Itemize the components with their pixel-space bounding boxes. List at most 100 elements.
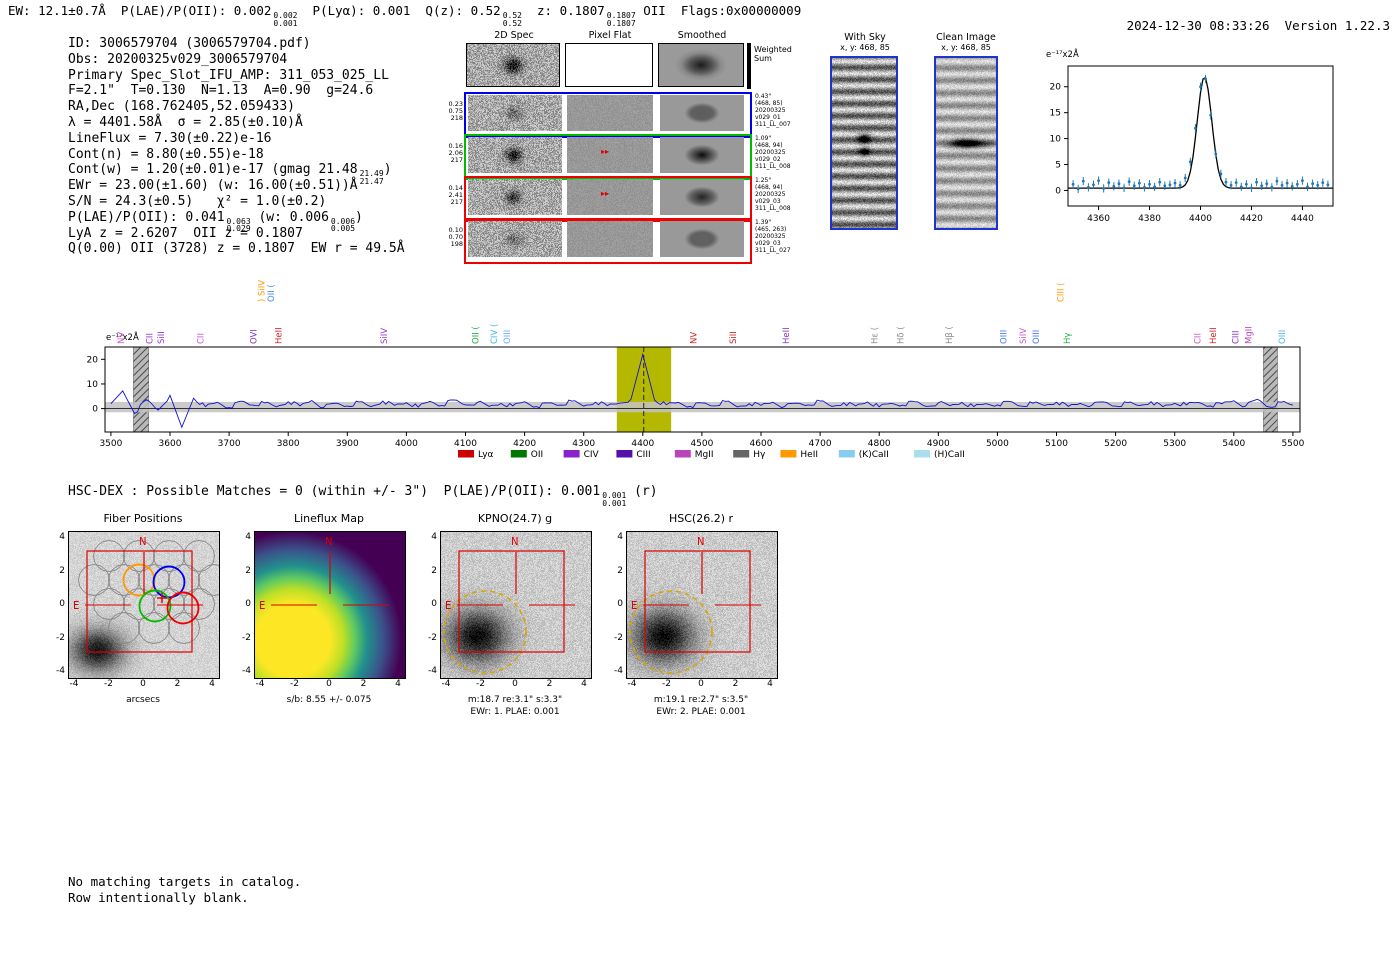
cutout-y-tick: 0	[416, 599, 437, 609]
stacked-error-value: 0.001 0.001	[602, 492, 626, 507]
spectrum-x-tick-label: 4400	[631, 439, 654, 449]
data-point	[1265, 182, 1268, 185]
spectrum-x-tick-label: 4200	[513, 439, 536, 449]
fiber-smoothed-strip	[660, 95, 744, 131]
header-stats-line: EW: 12.1±0.7Å P(LAE)/P(OII): 0.002 0.002 0…	[8, 3, 801, 27]
legend-label: OII	[531, 450, 543, 460]
data-point	[1153, 185, 1156, 188]
cutout-y-tick: 0	[230, 599, 251, 609]
spectrum-x-tick-label: 4600	[750, 439, 773, 449]
legend-label: CIV	[584, 450, 600, 460]
data-point	[1133, 184, 1136, 187]
detection-info-block: ID: 3006579704 (3006579704.pdf) Obs: 2020…	[68, 36, 405, 257]
data-point	[1245, 183, 1248, 186]
info-line: EWr = 23.00(±1.60) (w: 16.00(±0.51))Å	[68, 178, 405, 194]
spectrum-x-tick-label: 5100	[1045, 439, 1068, 449]
inset-y-tick-label: 5	[1055, 161, 1061, 171]
weighted-sum-2dspec	[466, 43, 560, 87]
data-point	[1112, 185, 1115, 188]
text-segment: λ = 4401.58Å σ = 2.85(±0.10)Å	[68, 115, 303, 130]
data-point	[1082, 180, 1085, 183]
emission-line-label: Hε (	[870, 327, 880, 344]
cutout-y-tick: -2	[416, 633, 437, 643]
fiber-row-annotation: 1.09" (468, 94) 20200325 v029_02 311_LL_008	[755, 136, 801, 171]
text-segment: HSC-DEX : Possible Matches = 0 (within +…	[68, 484, 600, 499]
text-segment: (w: 0.006	[251, 210, 329, 225]
spectrum-frame	[105, 347, 1300, 432]
data-point	[1235, 181, 1238, 184]
cutout-x-tick: -4	[622, 679, 642, 689]
legend-swatch	[839, 450, 855, 458]
emission-line-label: OIII	[1278, 330, 1288, 344]
fiber-ann-amp: 311_LL_027	[755, 248, 801, 255]
cutout-x-tick: 4	[760, 679, 780, 689]
cutout-y-tick: 2	[230, 566, 251, 576]
data-point	[1225, 181, 1228, 184]
clean-image-panel: Clean Image x, y: 468, 85	[930, 32, 1002, 247]
footer-note: No matching targets in catalog. Row inte…	[68, 874, 301, 905]
cutout-y-tick: 0	[44, 599, 65, 609]
data-point	[1255, 181, 1258, 184]
legend-swatch	[511, 450, 527, 458]
data-point	[1286, 182, 1289, 185]
info-line: Cont(w) = 1.20(±0.01)e-17 (gmag 21.48 21.…	[68, 162, 405, 178]
data-point	[1316, 184, 1319, 187]
emission-line-label: CIII (	[1057, 283, 1067, 302]
stacked-lo: 0.52	[503, 20, 522, 28]
weighted-sum-smoothed	[658, 43, 744, 87]
cutout-image	[626, 531, 778, 679]
info-line: LineFlux = 7.30(±0.22)e-16	[68, 131, 405, 147]
text-segment: Q(0.00) OII (3728) z = 0.1807 EW r = 49.…	[68, 241, 405, 256]
text-segment: )	[384, 162, 392, 177]
emission-line-label: SiII	[729, 331, 739, 344]
fiber-2dspec-strip	[468, 95, 562, 131]
emission-line-label: SiIV	[1019, 328, 1029, 344]
fiber-weight: 218	[445, 115, 463, 122]
data-point	[1163, 184, 1166, 187]
fiber-pixel-flat-strip	[567, 95, 653, 131]
cutout-x-tick: 2	[168, 679, 188, 689]
text-segment: (r)	[626, 484, 657, 499]
cutout-x-tick: -4	[250, 679, 270, 689]
data-point	[1128, 180, 1131, 183]
report-datetime: 2024-12-30 08:33:26	[1127, 18, 1270, 33]
legend-label: Lyα	[478, 450, 494, 460]
legend-label: HeII	[800, 450, 818, 460]
fiber-2dspec-strip	[468, 137, 562, 173]
data-point	[1291, 185, 1294, 188]
spectrum-x-tick-label: 4900	[927, 439, 950, 449]
cutout-y-tick: -2	[44, 633, 65, 643]
data-point	[1204, 78, 1207, 81]
data-point	[1301, 179, 1304, 182]
data-point	[1179, 184, 1182, 187]
text-segment: Cont(n) = 8.80(±0.55)e-18	[68, 147, 264, 162]
emission-line-label: SiIV	[380, 328, 390, 344]
stacked-lo: 21.47	[360, 178, 384, 186]
emission-line-label: HeII	[275, 327, 285, 344]
legend-swatch	[616, 450, 632, 458]
cutout-x-tick: 0	[319, 679, 339, 689]
spectrum-x-tick-label: 3800	[277, 439, 300, 449]
cutout-caption-1: s/b: 8.55 +/- 0.075	[244, 695, 414, 705]
stacked-lo: 0.001	[273, 20, 297, 28]
spectrum-x-tick-label: 5000	[986, 439, 1009, 449]
spectrum-x-tick-label: 4500	[690, 439, 713, 449]
data-point	[1092, 183, 1095, 186]
info-line: Primary Spec_Slot_IFU_AMP: 311_053_025_L…	[68, 68, 405, 84]
emission-line-label: NV	[117, 332, 127, 344]
fiber-row-weights: 0.14 2.41 217	[445, 185, 463, 206]
text-segment: Cont(w) = 1.20(±0.01)e-17 (gmag 21.48	[68, 162, 358, 177]
fiber-row-annotation: 0.43" (468, 85) 20200325 v029_01 311_LL_007	[755, 94, 801, 129]
cutout-x-tick: 2	[540, 679, 560, 689]
data-point	[1107, 181, 1110, 184]
info-line: ID: 3006579704 (3006579704.pdf)	[68, 36, 405, 52]
data-point	[1184, 177, 1187, 180]
inset-y-tick-label: 15	[1050, 109, 1061, 119]
emission-line-label: CIV (	[490, 324, 500, 344]
weighted-sum-pixel-flat	[565, 43, 653, 87]
with-sky-title: With Sky	[828, 32, 902, 43]
emission-line-label: Hδ (	[896, 326, 906, 344]
data-point	[1072, 183, 1075, 186]
data-point	[1327, 183, 1330, 186]
data-point	[1240, 185, 1243, 188]
